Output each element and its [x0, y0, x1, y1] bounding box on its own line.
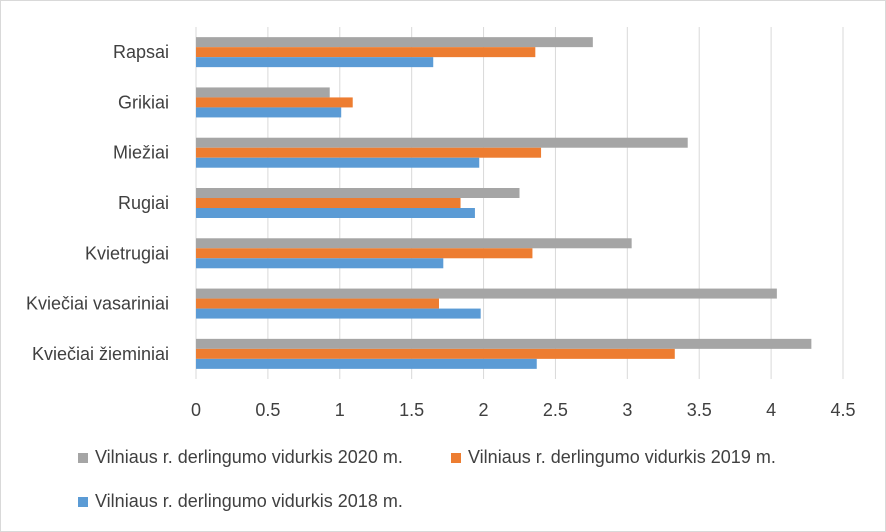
category-label: Grikiai [118, 92, 169, 112]
category-label: Kviečiai žieminiai [32, 344, 169, 364]
category-labels: Kviečiai žieminiai Kviečiai vasariniai Kvi… [26, 42, 169, 364]
x-tick-label: 3 [622, 400, 632, 420]
bar [196, 198, 461, 208]
x-tick-label: 3.5 [687, 400, 712, 420]
legend: Vilniaus r. derlingumo vidurkis 2020 m. V… [78, 447, 776, 511]
bar [196, 188, 520, 198]
bar [196, 208, 475, 218]
gridlines [195, 27, 844, 379]
bar [196, 107, 342, 118]
bar [196, 238, 632, 249]
x-tick-label: 4 [766, 400, 776, 420]
category-label: Rugiai [118, 193, 169, 213]
bar [196, 97, 353, 108]
bar [196, 137, 688, 148]
category-label: Kviečiai vasariniai [26, 294, 169, 314]
bar [196, 358, 537, 369]
category-label: Rapsai [113, 42, 169, 62]
bar [196, 47, 536, 58]
legend-swatch [78, 453, 88, 463]
x-axis-tick-labels: 0 0.5 1 1.5 2 2.5 3 3.5 4 4.5 [191, 400, 856, 420]
x-tick-label: 0.5 [255, 400, 280, 420]
x-tick-label: 0 [191, 400, 201, 420]
category-label: Miežiai [113, 143, 169, 163]
legend-label: Vilniaus r. derlingumo vidurkis 2018 m. [95, 491, 403, 511]
x-tick-label: 1.5 [399, 400, 424, 420]
bar [196, 338, 812, 349]
legend-swatch [78, 497, 88, 507]
x-tick-label: 4.5 [830, 400, 855, 420]
bar [196, 57, 434, 68]
category-label: Kvietrugiai [85, 243, 169, 263]
x-tick-label: 2.5 [543, 400, 568, 420]
legend-swatch [451, 453, 461, 463]
legend-label: Vilniaus r. derlingumo vidurkis 2020 m. [95, 447, 403, 467]
bars [196, 37, 812, 369]
bar [196, 308, 481, 319]
x-tick-label: 2 [479, 400, 489, 420]
bar [196, 298, 439, 309]
bar [196, 157, 480, 168]
bar [196, 248, 533, 259]
x-tick-label: 1 [335, 400, 345, 420]
bar [196, 258, 444, 269]
bar [196, 37, 593, 48]
legend-label: Vilniaus r. derlingumo vidurkis 2019 m. [468, 447, 776, 467]
bar [196, 87, 330, 98]
bar [196, 348, 675, 359]
bar [196, 288, 777, 299]
bar [196, 147, 542, 158]
